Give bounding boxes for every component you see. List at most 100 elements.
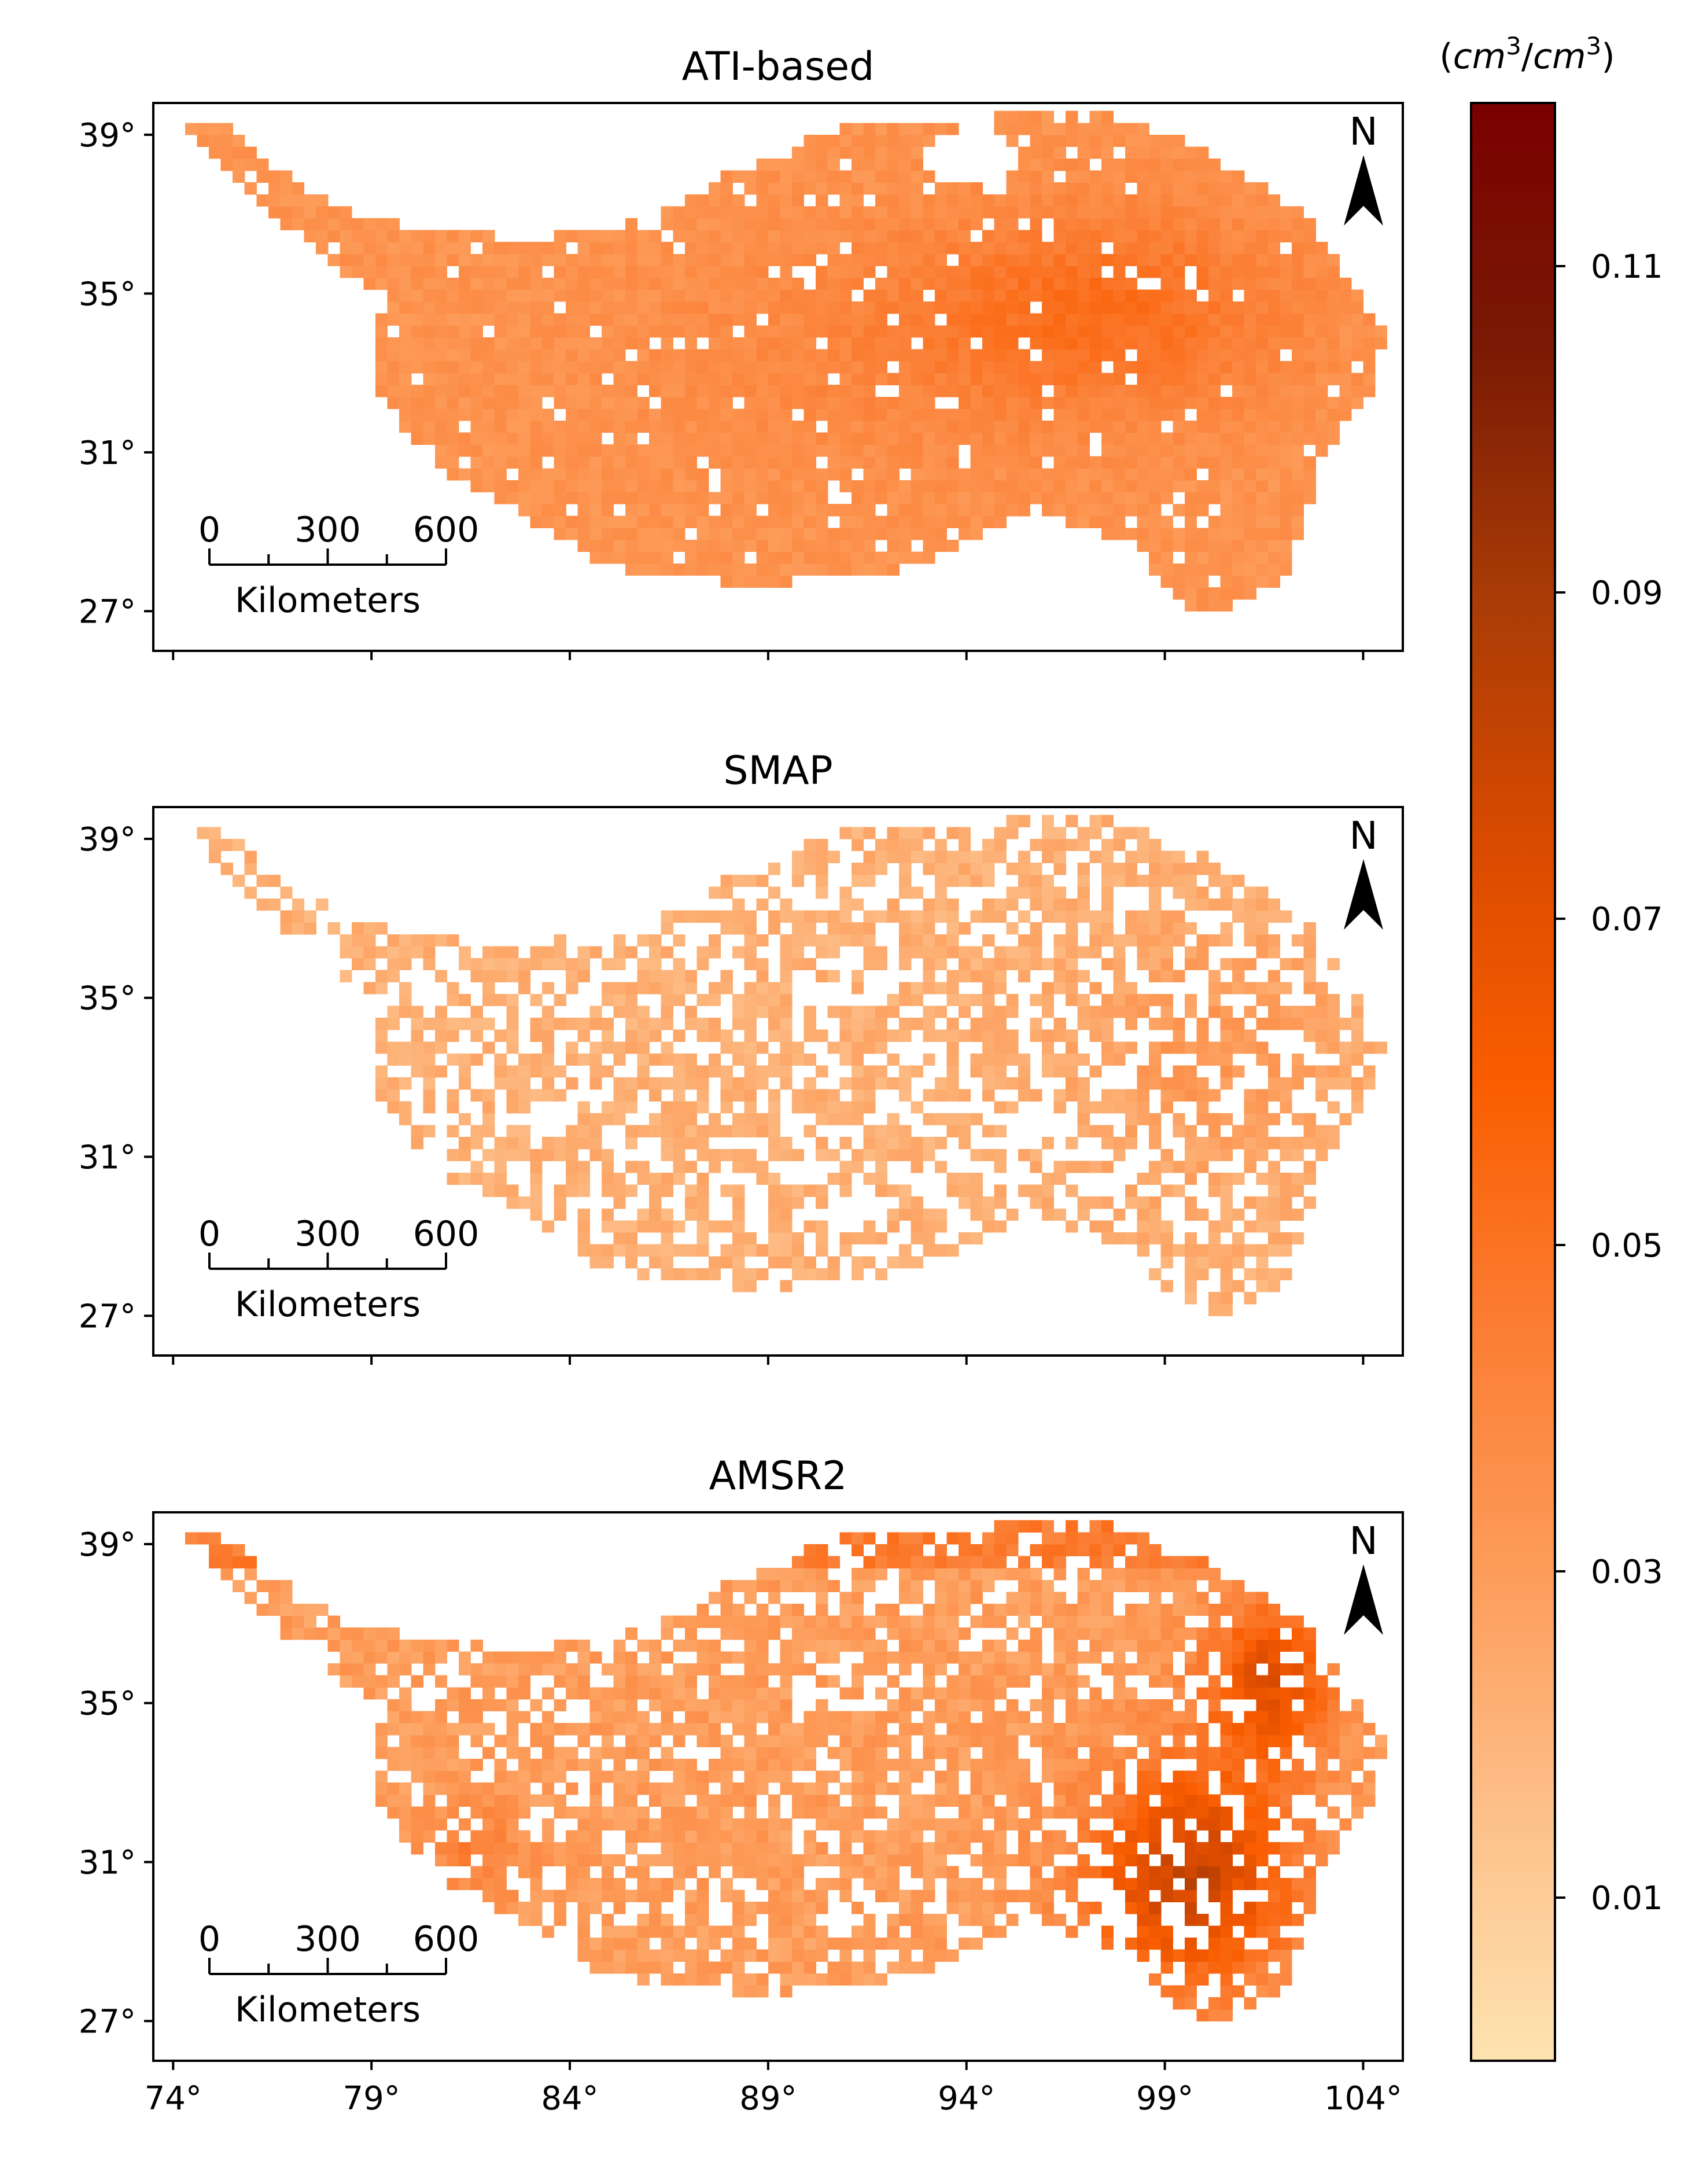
raster-cell — [566, 528, 578, 540]
raster-cell — [1006, 1077, 1018, 1089]
raster-cell — [589, 337, 602, 349]
raster-cell — [1030, 230, 1042, 242]
raster-cell — [1161, 147, 1173, 159]
raster-cell — [589, 1938, 602, 1950]
raster-cell — [1196, 278, 1208, 290]
raster-cell — [649, 1089, 661, 1102]
raster-cell — [566, 1041, 578, 1054]
raster-cell — [994, 898, 1007, 911]
raster-cell — [589, 1831, 602, 1843]
raster-cell — [530, 254, 542, 266]
raster-cell — [816, 1795, 828, 1807]
raster-cell — [852, 182, 864, 194]
raster-cell — [1149, 504, 1161, 516]
raster-cell — [696, 1818, 709, 1831]
raster-cell — [1268, 301, 1280, 314]
raster-cell — [1280, 1244, 1292, 1257]
raster-cell — [709, 1268, 721, 1280]
raster-cell — [804, 218, 816, 230]
raster-cell — [1232, 325, 1244, 337]
raster-cell — [852, 1687, 864, 1699]
scale-bar-label: 0 — [198, 1214, 220, 1254]
raster-cell — [1078, 1018, 1090, 1030]
raster-cell — [1054, 147, 1066, 159]
raster-cell — [1030, 433, 1042, 445]
raster-cell — [423, 337, 435, 349]
raster-cell — [852, 373, 864, 385]
raster-cell — [1054, 1173, 1066, 1185]
raster-cell — [709, 946, 721, 958]
raster-cell — [816, 468, 828, 480]
raster-cell — [1292, 242, 1304, 254]
raster-cell — [899, 1066, 911, 1078]
raster-cell — [1268, 492, 1280, 504]
raster-cell — [1006, 1101, 1018, 1113]
raster-cell — [495, 1149, 507, 1161]
raster-cell — [1268, 444, 1280, 456]
raster-cell — [887, 1256, 900, 1268]
raster-cell — [1268, 516, 1280, 528]
raster-cell — [1149, 361, 1161, 373]
raster-cell — [589, 540, 602, 552]
raster-cell — [1208, 337, 1221, 349]
raster-cell — [732, 456, 745, 469]
raster-cell — [447, 337, 459, 349]
raster-cell — [518, 1196, 530, 1209]
raster-cell — [709, 1771, 721, 1783]
raster-cell — [959, 194, 971, 207]
raster-cell — [388, 1699, 400, 1711]
raster-cell — [1185, 599, 1197, 612]
raster-cell — [447, 1735, 459, 1747]
raster-cell — [1185, 1006, 1197, 1018]
raster-cell — [923, 278, 935, 290]
raster-cell — [1280, 254, 1292, 266]
raster-cell — [613, 242, 625, 254]
raster-cell — [1268, 230, 1280, 242]
raster-cell — [495, 1161, 507, 1173]
raster-cell — [875, 373, 887, 385]
raster-cell — [1244, 911, 1256, 923]
raster-cell — [839, 1890, 852, 1902]
raster-cell — [423, 349, 435, 362]
raster-cell — [542, 385, 554, 397]
raster-cell — [518, 433, 530, 445]
raster-cell — [1113, 1137, 1125, 1149]
raster-cell — [1185, 1256, 1197, 1268]
raster-cell — [495, 349, 507, 362]
raster-cell — [982, 349, 994, 362]
raster-cell — [459, 1854, 471, 1866]
raster-cell — [768, 1173, 780, 1185]
raster-cell — [768, 1795, 780, 1807]
raster-cell — [542, 982, 554, 994]
raster-cell — [685, 480, 697, 492]
raster-cell — [839, 301, 852, 314]
raster-cell — [709, 516, 721, 528]
raster-cell — [423, 1066, 435, 1078]
raster-cell — [1078, 373, 1090, 385]
raster-cell — [1101, 135, 1114, 147]
raster-cell — [994, 982, 1007, 994]
raster-cell — [887, 159, 900, 171]
raster-cell — [745, 1030, 757, 1042]
raster-cell — [589, 1137, 602, 1149]
raster-cell — [1232, 1030, 1244, 1042]
raster-cell — [1232, 230, 1244, 242]
raster-cell — [1208, 1185, 1221, 1197]
raster-cell — [721, 516, 733, 528]
raster-cell — [696, 230, 709, 242]
y-tick-label: 35° — [79, 980, 136, 1018]
raster-cell — [911, 982, 923, 994]
raster-cell — [1232, 970, 1244, 982]
raster-cell — [1173, 421, 1185, 433]
raster-cell — [411, 349, 423, 362]
raster-cell — [935, 946, 947, 958]
raster-cell — [899, 147, 911, 159]
raster-cell — [649, 551, 661, 564]
raster-cell — [685, 551, 697, 564]
raster-cell — [506, 1711, 518, 1723]
raster-cell — [1221, 1220, 1233, 1232]
raster-cell — [602, 230, 614, 242]
raster-cell — [923, 958, 935, 970]
raster-cell — [721, 242, 733, 254]
raster-cell — [292, 206, 304, 218]
